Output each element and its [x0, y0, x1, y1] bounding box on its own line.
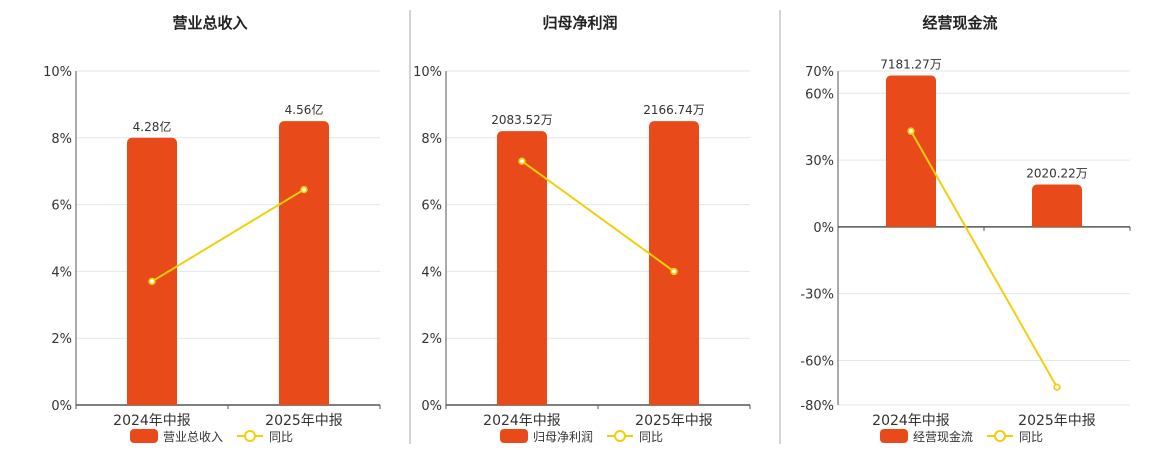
legend-line-label: 同比	[1019, 430, 1043, 444]
legend-line-label: 同比	[269, 430, 293, 444]
y-tick-label: 30%	[805, 154, 834, 169]
bar-value-label: 2166.74万	[643, 103, 705, 117]
bar-base	[1032, 220, 1082, 227]
bar[interactable]	[649, 121, 699, 405]
legend-line-marker	[614, 430, 626, 442]
y-tick-label: -60%	[800, 354, 834, 369]
legend-bar-label: 营业总收入	[163, 430, 223, 444]
yoy-line	[151, 188, 305, 283]
yoy-point[interactable]	[670, 267, 678, 276]
chart-title: 归母净利润	[542, 14, 617, 32]
y-tick-label: 8%	[421, 132, 442, 147]
bar[interactable]	[886, 75, 936, 227]
y-tick-label: 0%	[51, 399, 72, 414]
bar[interactable]	[279, 121, 329, 405]
y-tick-label: 10%	[43, 65, 72, 80]
bar[interactable]	[1032, 184, 1082, 227]
legend-line-marker	[994, 430, 1006, 442]
yoy-point[interactable]	[148, 277, 156, 286]
bar-value-label: 4.56亿	[285, 102, 324, 117]
bar-base	[886, 220, 936, 227]
legend-bar-swatch	[130, 429, 158, 443]
bar-base	[127, 399, 177, 405]
bar-value-label: 7181.27万	[880, 57, 942, 71]
y-tick-label: -80%	[800, 399, 834, 414]
legend-bar-swatch	[500, 429, 528, 443]
yoy-point[interactable]	[300, 185, 308, 194]
x-category-label: 2025年中报	[635, 413, 713, 429]
yoy-point[interactable]	[907, 127, 915, 135]
x-category-label: 2024年中报	[113, 413, 191, 429]
bar-base	[279, 399, 329, 405]
chart-title: 营业总收入	[172, 14, 247, 32]
legend-bar-swatch	[880, 429, 908, 443]
bar[interactable]	[497, 131, 547, 405]
x-category-label: 2025年中报	[265, 413, 343, 429]
legend-bar-label: 归母净利润	[533, 430, 593, 444]
legend-line-label: 同比	[639, 430, 663, 444]
y-tick-label: 6%	[421, 199, 442, 214]
legend-bar-label: 经营现金流	[913, 429, 973, 444]
y-tick-label: 0%	[813, 221, 834, 236]
y-tick-label: 6%	[51, 199, 72, 214]
y-tick-label: 60%	[805, 87, 834, 102]
y-tick-label: 4%	[421, 265, 442, 280]
y-tick-label: -30%	[800, 288, 834, 303]
y-tick-label: 70%	[805, 65, 834, 80]
chart-title: 经营现金流	[922, 14, 997, 32]
yoy-line	[910, 130, 1058, 388]
bar-value-label: 2083.52万	[491, 113, 553, 127]
bar-base	[497, 399, 547, 405]
x-category-label: 2024年中报	[483, 413, 561, 429]
yoy-line	[521, 160, 675, 273]
x-category-label: 2024年中报	[872, 413, 950, 429]
y-tick-label: 8%	[51, 132, 72, 147]
bar-value-label: 4.28亿	[133, 119, 172, 134]
yoy-point[interactable]	[518, 157, 526, 165]
yoy-point[interactable]	[1053, 383, 1061, 391]
y-tick-label: 0%	[421, 399, 442, 414]
y-tick-label: 10%	[413, 65, 442, 80]
y-tick-label: 2%	[51, 332, 72, 347]
bar-value-label: 2020.22万	[1026, 167, 1088, 181]
bar[interactable]	[127, 137, 177, 406]
bar-base	[649, 399, 699, 405]
y-tick-label: 2%	[421, 332, 442, 347]
legend-line-marker	[244, 430, 256, 442]
x-category-label: 2025年中报	[1018, 413, 1096, 429]
y-tick-label: 4%	[51, 265, 72, 280]
